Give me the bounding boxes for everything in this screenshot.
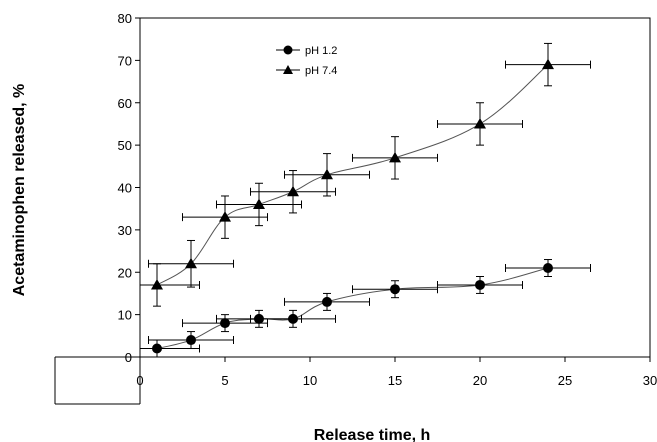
series-layer <box>139 42 591 358</box>
series-1 <box>139 42 591 307</box>
x-tick-label: 15 <box>388 373 402 388</box>
series-line <box>156 64 549 286</box>
data-point <box>322 296 332 307</box>
x-tick-label: 5 <box>221 373 228 388</box>
x-tick-label: 10 <box>303 373 317 388</box>
data-point <box>390 284 400 295</box>
y-tick-label: 10 <box>118 308 132 323</box>
data-point <box>186 335 196 346</box>
data-point <box>253 198 265 209</box>
y-tick-label: 70 <box>118 53 132 68</box>
x-tick-label: 30 <box>643 373 657 388</box>
x-tick-label: 25 <box>558 373 572 388</box>
data-point <box>474 117 486 129</box>
legend-marker-ph74 <box>283 65 293 74</box>
data-point <box>475 279 485 290</box>
data-point <box>152 343 162 354</box>
legend-label-ph12: pH 1.2 <box>305 45 337 57</box>
x-ticks: 0 5 10 15 20 25 30 <box>136 357 657 388</box>
plot-frame <box>139 17 651 358</box>
data-point <box>151 278 163 290</box>
data-point <box>321 168 333 180</box>
data-point <box>185 257 197 269</box>
data-point <box>288 313 298 324</box>
legend-marker-ph12 <box>283 45 293 55</box>
legend: pH 1.2 pH 7.4 <box>276 45 337 77</box>
data-point <box>219 211 231 222</box>
series-line <box>156 267 549 350</box>
data-point <box>389 151 401 163</box>
data-point <box>542 58 554 70</box>
y-tick-label: 40 <box>118 181 132 196</box>
x-tick-label: 20 <box>473 373 487 388</box>
x-tick-label: 0 <box>136 373 143 388</box>
legend-label-ph74: pH 7.4 <box>305 65 337 77</box>
series-0 <box>139 259 591 358</box>
data-point <box>543 263 553 274</box>
data-point <box>220 318 230 329</box>
y-tick-label: 50 <box>118 138 132 153</box>
data-point <box>287 185 299 197</box>
y-tick-label: 0 <box>125 350 132 365</box>
x-axis-title: Release time, h <box>314 427 431 442</box>
y-tick-label: 30 <box>118 223 132 238</box>
y-tick-label: 60 <box>118 96 132 111</box>
y-ticks: 0 10 20 30 40 50 60 70 80 <box>118 11 140 365</box>
y-axis-title: Acetaminophen released, % <box>11 84 28 297</box>
y-tick-label: 80 <box>118 11 132 26</box>
y-tick-label: 20 <box>118 265 132 280</box>
